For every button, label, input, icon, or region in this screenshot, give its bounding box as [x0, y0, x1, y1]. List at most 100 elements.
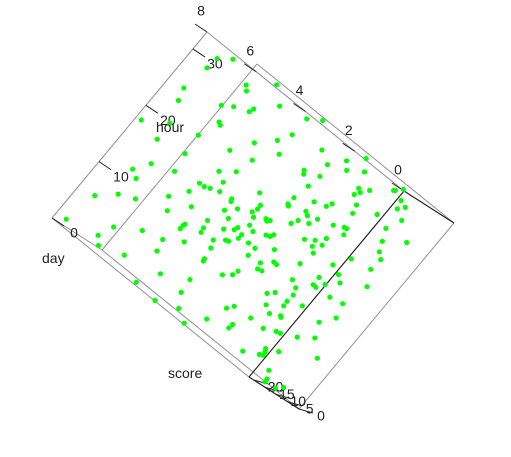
data-point: [272, 289, 278, 296]
data-point: [271, 247, 277, 253]
data-point: [404, 239, 410, 246]
data-point: [364, 284, 370, 290]
data-point: [204, 217, 211, 224]
hour-tick-label: 6: [246, 42, 254, 58]
data-point: [230, 321, 236, 328]
data-point: [257, 190, 263, 196]
data-point: [330, 222, 336, 228]
data-point: [133, 279, 139, 285]
data-point: [221, 226, 227, 232]
data-point: [195, 132, 201, 138]
data-point: [277, 103, 283, 109]
data-point: [276, 151, 282, 157]
box-edge: [403, 190, 455, 224]
data-point: [311, 199, 317, 205]
data-point: [357, 190, 363, 196]
data-point: [267, 233, 273, 239]
data-point: [249, 209, 255, 215]
box-frame: [51, 31, 455, 410]
data-point: [310, 282, 316, 288]
data-point: [231, 104, 237, 110]
data-point: [227, 147, 233, 153]
data-point: [319, 147, 325, 153]
data-point: [374, 211, 380, 218]
data-point: [263, 232, 269, 238]
data-point: [229, 196, 235, 202]
score-axis-title: score: [168, 365, 202, 381]
data-point: [216, 168, 222, 174]
hour-tick-mark: [243, 63, 257, 73]
data-point: [138, 117, 144, 123]
data-point: [290, 292, 296, 298]
data-point: [295, 217, 301, 224]
data-point: [245, 252, 251, 258]
hour-axis-title: hour: [156, 119, 184, 135]
data-point: [348, 256, 354, 262]
score-tick-label: 0: [317, 408, 325, 424]
data-point: [235, 235, 241, 241]
data-point: [148, 161, 154, 167]
box-edge: [51, 217, 250, 378]
hour-tick-label: 2: [345, 122, 353, 138]
data-point: [132, 196, 138, 202]
data-point: [208, 245, 214, 251]
day-tick-label: 10: [113, 168, 129, 184]
data-point: [154, 136, 160, 142]
data-point: [233, 169, 239, 175]
hour-tick-mark: [342, 142, 356, 152]
data-point: [177, 226, 183, 232]
data-point: [214, 56, 220, 62]
data-point: [400, 186, 406, 192]
data-point: [273, 385, 279, 391]
data-point: [330, 262, 336, 268]
data-point: [63, 216, 69, 222]
data-point: [178, 289, 184, 295]
data-point: [289, 132, 295, 138]
data-point: [166, 193, 172, 199]
data-point: [246, 109, 252, 115]
day-tick-mark: [51, 217, 65, 227]
hour-tick-label: 4: [296, 82, 304, 98]
data-point: [204, 316, 210, 322]
data-point: [289, 277, 295, 283]
data-point: [394, 206, 400, 212]
data-point: [121, 252, 127, 258]
data-point: [363, 155, 369, 162]
data-point: [293, 285, 299, 291]
data-point: [329, 201, 335, 207]
data-point: [294, 334, 300, 340]
data-point: [367, 187, 373, 193]
data-point: [303, 208, 309, 214]
data-point: [157, 271, 163, 277]
data-point: [247, 222, 253, 228]
data-point: [187, 276, 193, 283]
data-point: [304, 116, 310, 122]
data-point: [239, 232, 245, 238]
data-point: [198, 229, 204, 235]
data-point: [175, 97, 181, 104]
data-point: [273, 328, 279, 334]
data-point: [254, 206, 261, 212]
data-point: [333, 315, 339, 321]
score-tick-label: 10: [290, 393, 306, 409]
data-point: [266, 367, 272, 373]
data-point: [266, 311, 273, 317]
data-point: [379, 238, 385, 244]
data-point: [356, 185, 362, 191]
data-point: [273, 261, 280, 268]
data-point: [344, 167, 350, 173]
data-point: [229, 272, 236, 278]
hour-tick-mark: [293, 103, 306, 112]
data-point: [95, 232, 101, 238]
data-point: [139, 227, 145, 234]
data-point: [164, 208, 170, 214]
score-tick-mark: [264, 386, 280, 392]
data-point: [277, 330, 283, 336]
data-point: [259, 268, 265, 274]
data-point: [319, 242, 325, 248]
axis-ticks: 05101520010203002468: [51, 3, 405, 424]
data-point: [115, 191, 121, 197]
data-point: [361, 169, 368, 175]
data-point: [399, 217, 405, 223]
